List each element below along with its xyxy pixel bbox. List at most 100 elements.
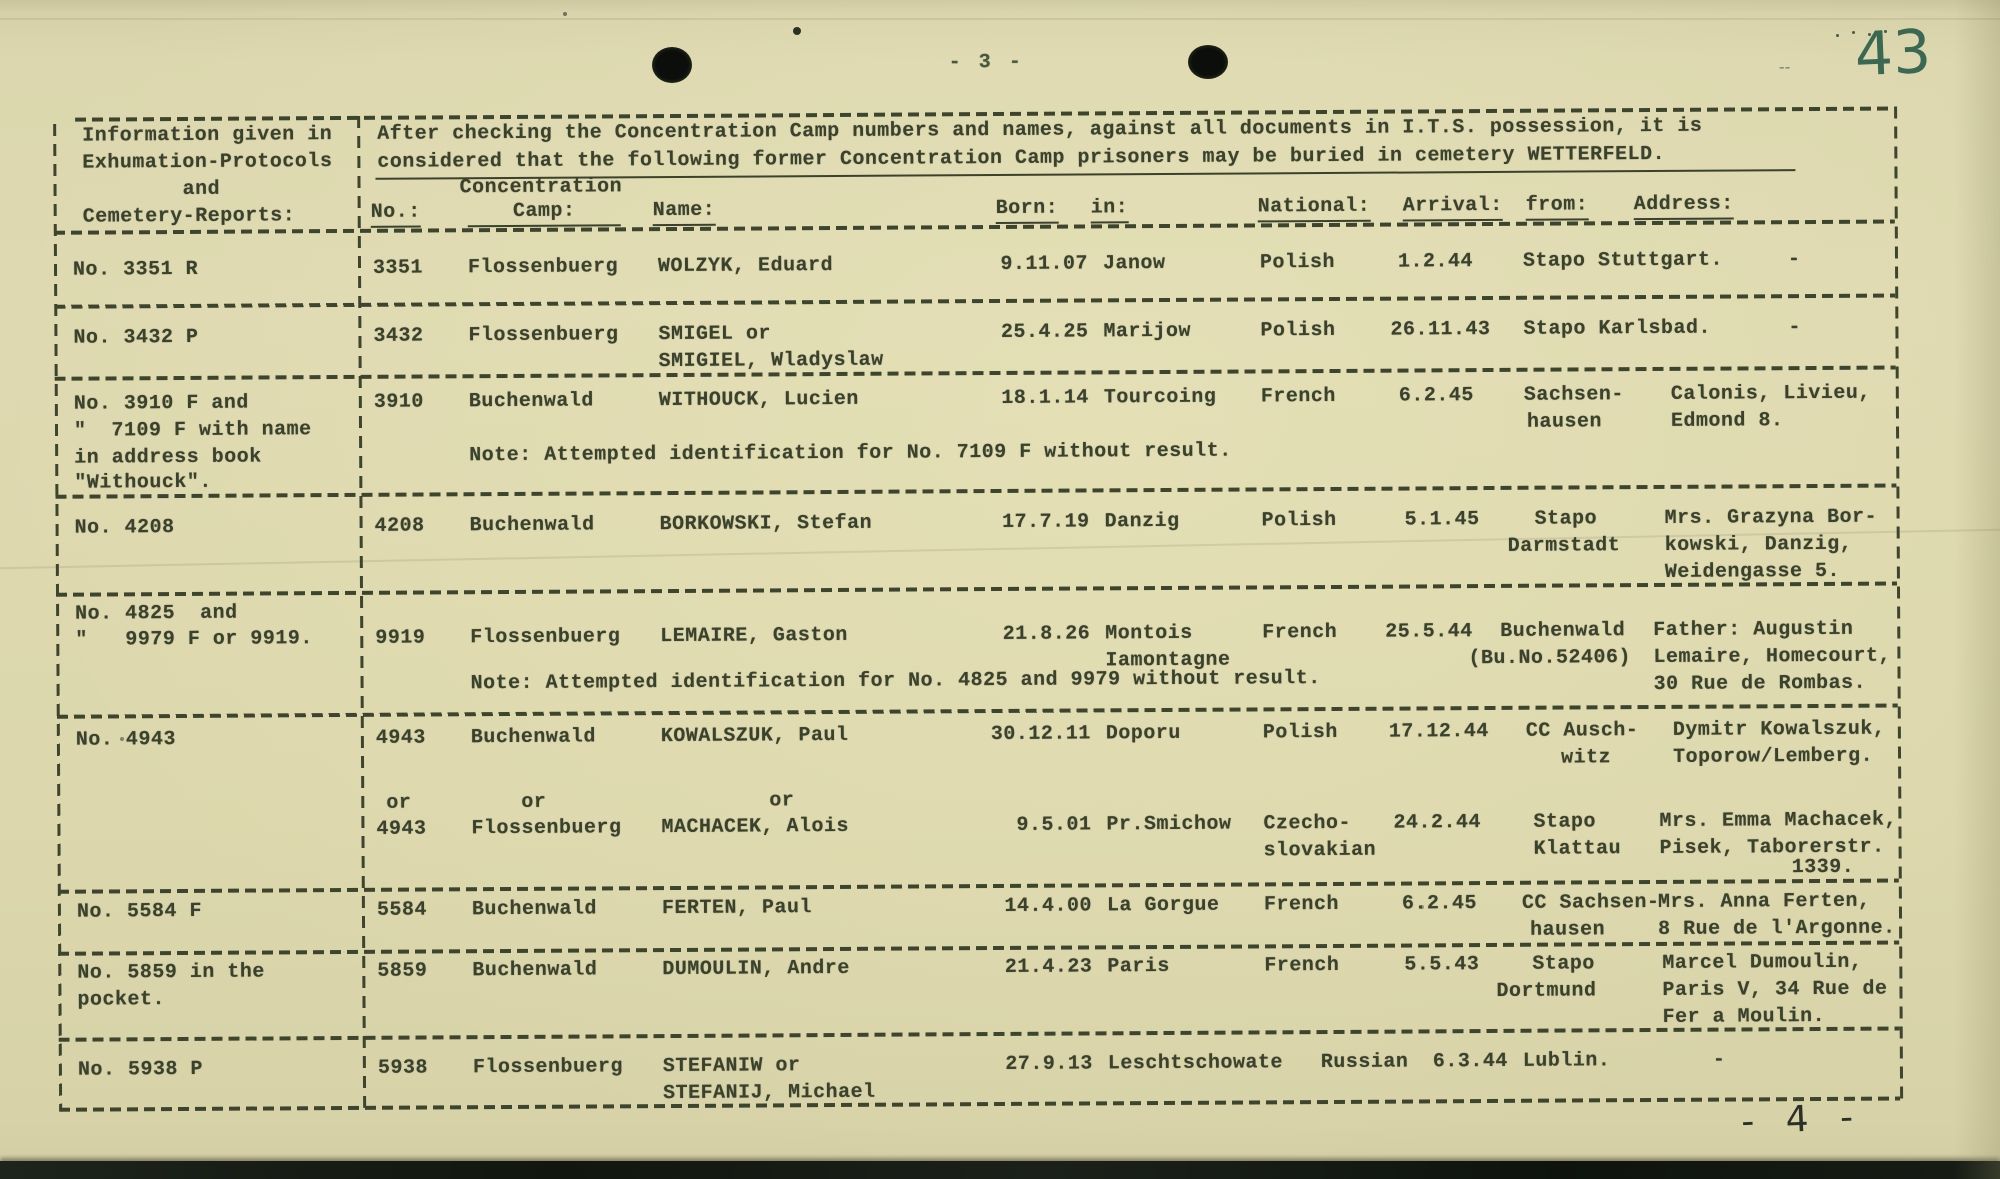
- column-header-no: No.:: [370, 199, 421, 228]
- row-5938-from: Lublin.: [1522, 1049, 1611, 1073]
- row-4943a-arrival: 17.12.44: [1388, 720, 1489, 744]
- row-5859-no: 5859: [377, 959, 428, 983]
- row-5584-camp: Buchenwald: [471, 897, 598, 922]
- row-4208-camp: Buchenwald: [469, 513, 595, 538]
- row-3432-from: Stapo Karlsbad.: [1523, 316, 1712, 341]
- row-4208-address-line3: Weidengasse 5.: [1664, 559, 1841, 584]
- row-5938-address: -: [1712, 1048, 1726, 1072]
- row-4208-name: BORKOWSKI, Stefan: [659, 511, 873, 537]
- row-5938-arrival: 6.3.44: [1432, 1049, 1508, 1074]
- row-3910-in: Tourcoing: [1103, 385, 1217, 410]
- row-3910-name: WITHOUCK, Lucien: [658, 387, 859, 413]
- row-4208-address-line2: kowski, Danzig,: [1664, 532, 1853, 557]
- row-9919-camp: Flossenbuerg: [470, 625, 621, 650]
- row-5938-born: 27.9.13: [1005, 1052, 1093, 1076]
- row-3910-born: 18.1.14: [1001, 386, 1089, 410]
- row-4208-born: 17.7.19: [1002, 510, 1090, 534]
- row-5938-in: Leschtschowate: [1107, 1051, 1283, 1076]
- row-3910-national: French: [1260, 384, 1336, 409]
- row-5938-national: Russian: [1320, 1050, 1409, 1075]
- row-3351-born: 9.11.07: [1000, 252, 1089, 276]
- intro-line-1: After checking the Concentration Camp nu…: [377, 114, 1703, 146]
- row-3351-in: Janow: [1102, 251, 1166, 276]
- row-4943a-address-line2: Toporow/Lemberg.: [1672, 744, 1874, 769]
- row-5938-name-line2: STEFANIJ, Michael: [663, 1080, 876, 1106]
- column-header-arrival: Arrival:: [1402, 192, 1503, 222]
- intro-line-2: considered that the following former Con…: [377, 142, 1666, 174]
- row-5859-address-line1: Marcel Dumoulin,: [1662, 950, 1863, 975]
- row-5584-in: La Gorgue: [1106, 893, 1220, 918]
- ink-speck: [563, 12, 567, 16]
- row-3351-national: Polish: [1259, 250, 1336, 275]
- row-5859-camp: Buchenwald: [472, 958, 598, 983]
- row-9919-in-line1: Montois: [1105, 621, 1193, 646]
- row-4208-national: Polish: [1261, 508, 1337, 533]
- typed-page-number: - 3 -: [948, 50, 1024, 75]
- row-9919-from: Buchenwald: [1500, 619, 1626, 643]
- row-5859-ref-line1: No. 5859 in the: [77, 960, 265, 985]
- table-border-bottom: [59, 1096, 1901, 1112]
- column-header-camp: Camp:: [467, 198, 621, 228]
- crease-line-top: [0, 18, 2000, 20]
- row-5859-from-line2: Dortmund: [1496, 979, 1597, 1003]
- row-4943b-national-line2: slovakian: [1263, 838, 1377, 863]
- row-3910-arrival: 6.2.45: [1398, 384, 1474, 408]
- row-4943b-born: 9.5.01: [1016, 813, 1092, 837]
- row-5938-camp: Flossenbuerg: [472, 1055, 624, 1080]
- row-4943a-address-line1: Dymitr Kowalszuk,: [1672, 717, 1886, 742]
- folio-dash-mark: --: [1778, 57, 1791, 77]
- row-4943-or-2: or: [521, 790, 547, 814]
- row-9919-arrival: 25.5.44: [1385, 620, 1473, 644]
- bottom-page-number: - 4 -: [1740, 1096, 1864, 1143]
- table-column-separator: [357, 115, 367, 1108]
- column-header-national: National:: [1257, 193, 1371, 223]
- row-5938-name-line1: STEFANIW or: [662, 1054, 801, 1079]
- row-4208-from-line1: Stapo: [1534, 507, 1598, 531]
- row-9919-from-note: (Bu.No.52406): [1468, 646, 1632, 671]
- row-separator: [56, 703, 1898, 719]
- row-4208-address-line1: Mrs. Grazyna Bor-: [1664, 505, 1878, 530]
- row-9919-born: 21.8.26: [1002, 622, 1091, 646]
- row-4943-or-1: or: [386, 791, 412, 815]
- row-4943b-national-line1: Czecho-: [1263, 811, 1352, 836]
- row-3432-in: Marijow: [1103, 319, 1192, 344]
- row-4208-ref: No. 4208: [74, 516, 175, 540]
- row-4943b-from-line2: Klattau: [1533, 837, 1622, 861]
- row-3351-from: Stapo Stuttgart.: [1522, 248, 1724, 273]
- row-5584-born: 14.4.00: [1004, 894, 1093, 918]
- row-3910-from-line2: hausen: [1526, 410, 1603, 434]
- row-5859-name: DUMOULIN, Andre: [662, 956, 850, 982]
- row-5859-address-line3: Fer a Moulin.: [1662, 1004, 1826, 1029]
- scan-edge-bar: [0, 1161, 2000, 1179]
- left-header-line: and: [182, 177, 221, 201]
- row-3432-arrival: 26.11.43: [1390, 317, 1491, 342]
- row-9919-name: LEMAIRE, Gaston: [660, 623, 848, 649]
- row-4943b-address-line1: Mrs. Emma Machacek,: [1659, 808, 1898, 833]
- row-5584-ref: No. 5584 F: [76, 899, 203, 924]
- punch-hole-right: [1188, 45, 1228, 79]
- row-5938-no: 5938: [377, 1056, 428, 1080]
- row-4208-from-line2: Darmstadt: [1507, 534, 1621, 558]
- row-3910-ref-line3: in address book: [74, 445, 262, 470]
- row-4943-or-3: or: [769, 789, 795, 813]
- row-5584-no: 5584: [376, 898, 428, 922]
- row-4943b-address-line3: 1339.: [1791, 855, 1855, 880]
- row-5584-arrival: 6.2.45: [1401, 892, 1478, 916]
- row-3432-national: Polish: [1260, 318, 1336, 343]
- row-4943a-from-line2: witz: [1560, 746, 1612, 770]
- left-header-line: Exhumation-Protocols: [82, 150, 333, 175]
- row-4943a-no: 4943: [375, 726, 426, 750]
- column-header-address: Address:: [1633, 191, 1734, 221]
- row-4208-no: 4208: [374, 514, 425, 538]
- row-4943b-arrival: 24.2.44: [1393, 811, 1482, 835]
- ink-speck: [120, 737, 124, 741]
- row-3910-address-line1: Calonis, Livieu,: [1670, 381, 1871, 406]
- row-3432-no: 3432: [373, 324, 424, 348]
- row-3432-name-line2: SMIGIEL, Wladyslaw: [658, 348, 884, 374]
- row-3432-address: -: [1788, 316, 1802, 340]
- row-3910-ref-line1: No. 3910 F and: [73, 391, 249, 416]
- row-4208-arrival: 5.1.45: [1404, 508, 1480, 532]
- row-9919-address-line1: Father: Augustin: [1653, 617, 1854, 643]
- row-9919-national: French: [1262, 620, 1338, 645]
- column-header-born: Born:: [995, 195, 1059, 225]
